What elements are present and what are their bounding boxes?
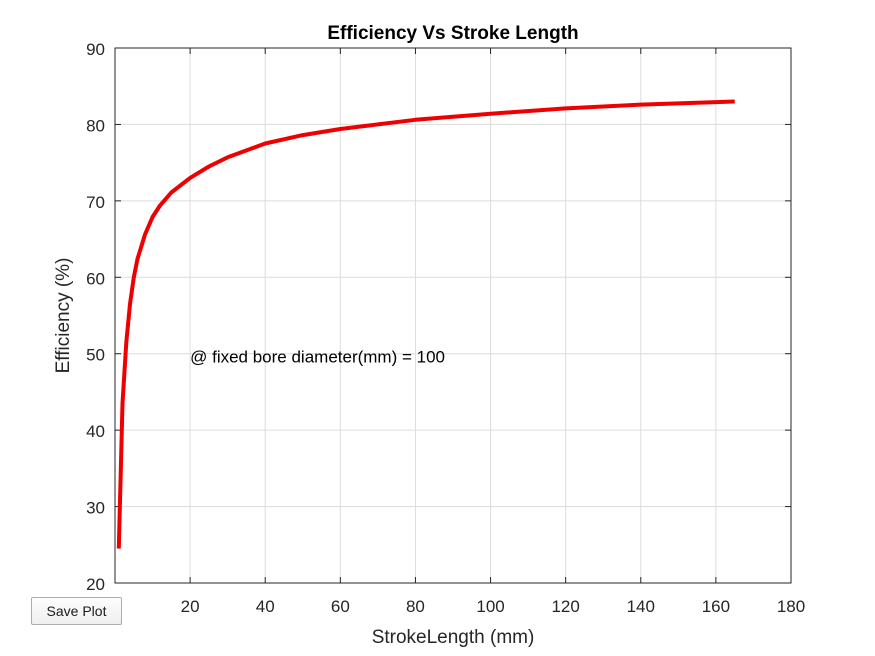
x-tick-label: 40 — [256, 597, 275, 616]
y-tick-label: 90 — [86, 40, 105, 59]
x-tick-label: 60 — [331, 597, 350, 616]
plot-area — [114, 47, 792, 584]
y-tick-label: 40 — [86, 422, 105, 441]
save-plot-button[interactable]: Save Plot — [31, 597, 122, 625]
y-tick-label: 70 — [86, 193, 105, 212]
x-tick-label: 140 — [627, 597, 655, 616]
y-tick-label: 20 — [86, 575, 105, 594]
y-tick-label: 50 — [86, 346, 105, 365]
series-layer — [116, 99, 735, 549]
efficiency-line — [116, 99, 735, 549]
x-tick-label: 20 — [181, 597, 200, 616]
chart-title: Efficiency Vs Stroke Length — [327, 23, 578, 44]
annotation-text: @ fixed bore diameter(mm) = 100 — [190, 348, 445, 367]
x-tick-label: 80 — [406, 597, 425, 616]
x-tick-label: 180 — [777, 597, 805, 616]
x-tick-label: 100 — [476, 597, 504, 616]
x-axis-label: StrokeLength (mm) — [372, 627, 535, 648]
y-axis-label: Efficiency (%) — [53, 258, 74, 374]
x-tick-label: 160 — [702, 597, 730, 616]
grid — [115, 48, 791, 583]
x-tick-label: 120 — [551, 597, 579, 616]
y-tick-label: 60 — [86, 269, 105, 288]
y-tick-label: 80 — [86, 116, 105, 135]
y-tick-label: 30 — [86, 499, 105, 518]
axis-ticks: 20 40 60 80 100 120 140 160 180 20 30 40 50 60 70 80 90 — [86, 40, 805, 616]
